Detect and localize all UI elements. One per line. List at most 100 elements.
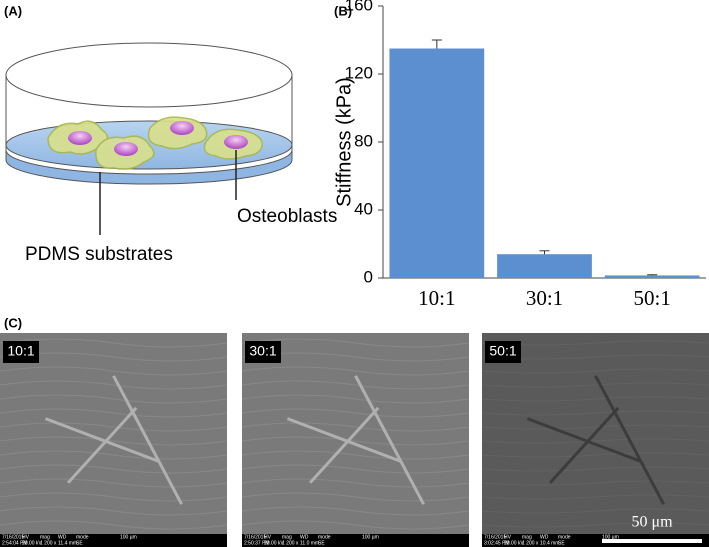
x-tick-label: 30:1: [526, 286, 563, 310]
micrograph-label: 30:1: [249, 343, 276, 359]
info-text: SE: [558, 540, 565, 546]
cell: [112, 375, 183, 505]
texture: [481, 438, 709, 444]
texture: [481, 452, 709, 458]
info-text: 20.00 kV: [504, 540, 524, 546]
texture: [481, 508, 709, 514]
info-text: 100 µm: [120, 534, 137, 540]
cell: [44, 417, 160, 463]
info-text: WD: [58, 534, 67, 540]
cell: [308, 406, 380, 484]
texture: [481, 466, 709, 472]
texture: [241, 506, 470, 516]
bar: [604, 275, 700, 278]
info-text: 11.0 mm: [300, 540, 319, 546]
info-text: 100 µm: [602, 534, 619, 540]
petri-dish: [5, 42, 293, 235]
info-text: 100 µm: [362, 534, 379, 540]
texture: [241, 478, 470, 488]
x-tick-label: 10:1: [418, 286, 455, 310]
label-box: [245, 341, 281, 363]
info-text: WD: [300, 534, 309, 540]
texture: [0, 408, 228, 418]
texture: [241, 520, 470, 530]
texture: [481, 480, 709, 486]
label-box: [3, 341, 39, 363]
cell: [594, 375, 665, 505]
info-text: SE: [76, 540, 83, 546]
texture: [241, 408, 470, 418]
info-text: SE: [318, 540, 325, 546]
texture: [0, 366, 228, 376]
cell: [66, 406, 138, 484]
info-text: 2:50:37 PM: [244, 540, 270, 546]
y-tick-label: 0: [364, 267, 373, 286]
error-bar: [431, 39, 442, 49]
texture: [481, 382, 709, 388]
scale-bar-label: 50 μm: [631, 514, 673, 531]
y-tick-label: 120: [345, 63, 373, 82]
texture: [481, 396, 709, 402]
cell: [526, 417, 642, 463]
info-bar: [0, 534, 227, 547]
label-box: [485, 341, 521, 363]
texture: [241, 380, 470, 390]
texture: [481, 522, 709, 528]
texture: [241, 394, 470, 404]
info-text: 1 200 x: [40, 540, 57, 546]
texture: [241, 450, 470, 460]
micrograph-label: 50:1: [489, 343, 516, 359]
panel-label: (B): [334, 3, 352, 18]
sem-image: [242, 333, 469, 547]
texture: [0, 436, 228, 446]
info-text: HV: [264, 534, 272, 540]
cell: [354, 375, 425, 505]
texture: [0, 492, 228, 502]
bar: [497, 254, 592, 278]
cell: [286, 417, 402, 463]
info-text: mode: [558, 534, 571, 540]
info-text: 7/16/2015: [244, 534, 266, 540]
x-tick-label: 50:1: [633, 286, 670, 310]
texture: [0, 478, 228, 488]
texture: [0, 394, 228, 404]
info-text: HV: [504, 534, 512, 540]
info-text: 2:54:04 PM: [2, 540, 28, 546]
info-text: 10.4 mm: [540, 540, 559, 546]
info-text: 20.00 kV: [22, 540, 42, 546]
scale-bar: [602, 539, 702, 543]
texture: [0, 450, 228, 460]
panel-label: (A): [4, 3, 22, 18]
info-text: mag: [282, 534, 292, 540]
bar: [389, 48, 485, 278]
error-bar: [539, 250, 550, 255]
info-text: 7/16/2015: [2, 534, 24, 540]
texture: [0, 520, 228, 530]
texture: [241, 422, 470, 432]
error-bar: [647, 274, 658, 276]
info-bar: [242, 534, 469, 547]
info-text: 1 200 x: [282, 540, 299, 546]
texture: [241, 436, 470, 446]
texture: [241, 366, 470, 376]
cell: [548, 406, 620, 484]
info-text: HV: [22, 534, 30, 540]
y-axis-title: Stiffness (kPa): [333, 77, 355, 207]
info-text: mode: [318, 534, 331, 540]
info-text: mag: [522, 534, 532, 540]
bar-chart: 0 40 80 120 160 Stiffness (kPa) 10:1 30:1 50:1: [333, 0, 706, 310]
panel-label: (C): [4, 315, 22, 330]
texture: [241, 464, 470, 474]
texture: [481, 494, 709, 500]
info-text: 7/16/2015: [484, 534, 506, 540]
info-text: mag: [40, 534, 50, 540]
info-bar: [482, 534, 709, 547]
texture: [0, 422, 228, 432]
texture: [0, 464, 228, 474]
y-tick-label: 80: [354, 131, 373, 150]
y-tick-label: 40: [354, 199, 373, 218]
diagram-label: PDMS substrates: [25, 244, 173, 265]
